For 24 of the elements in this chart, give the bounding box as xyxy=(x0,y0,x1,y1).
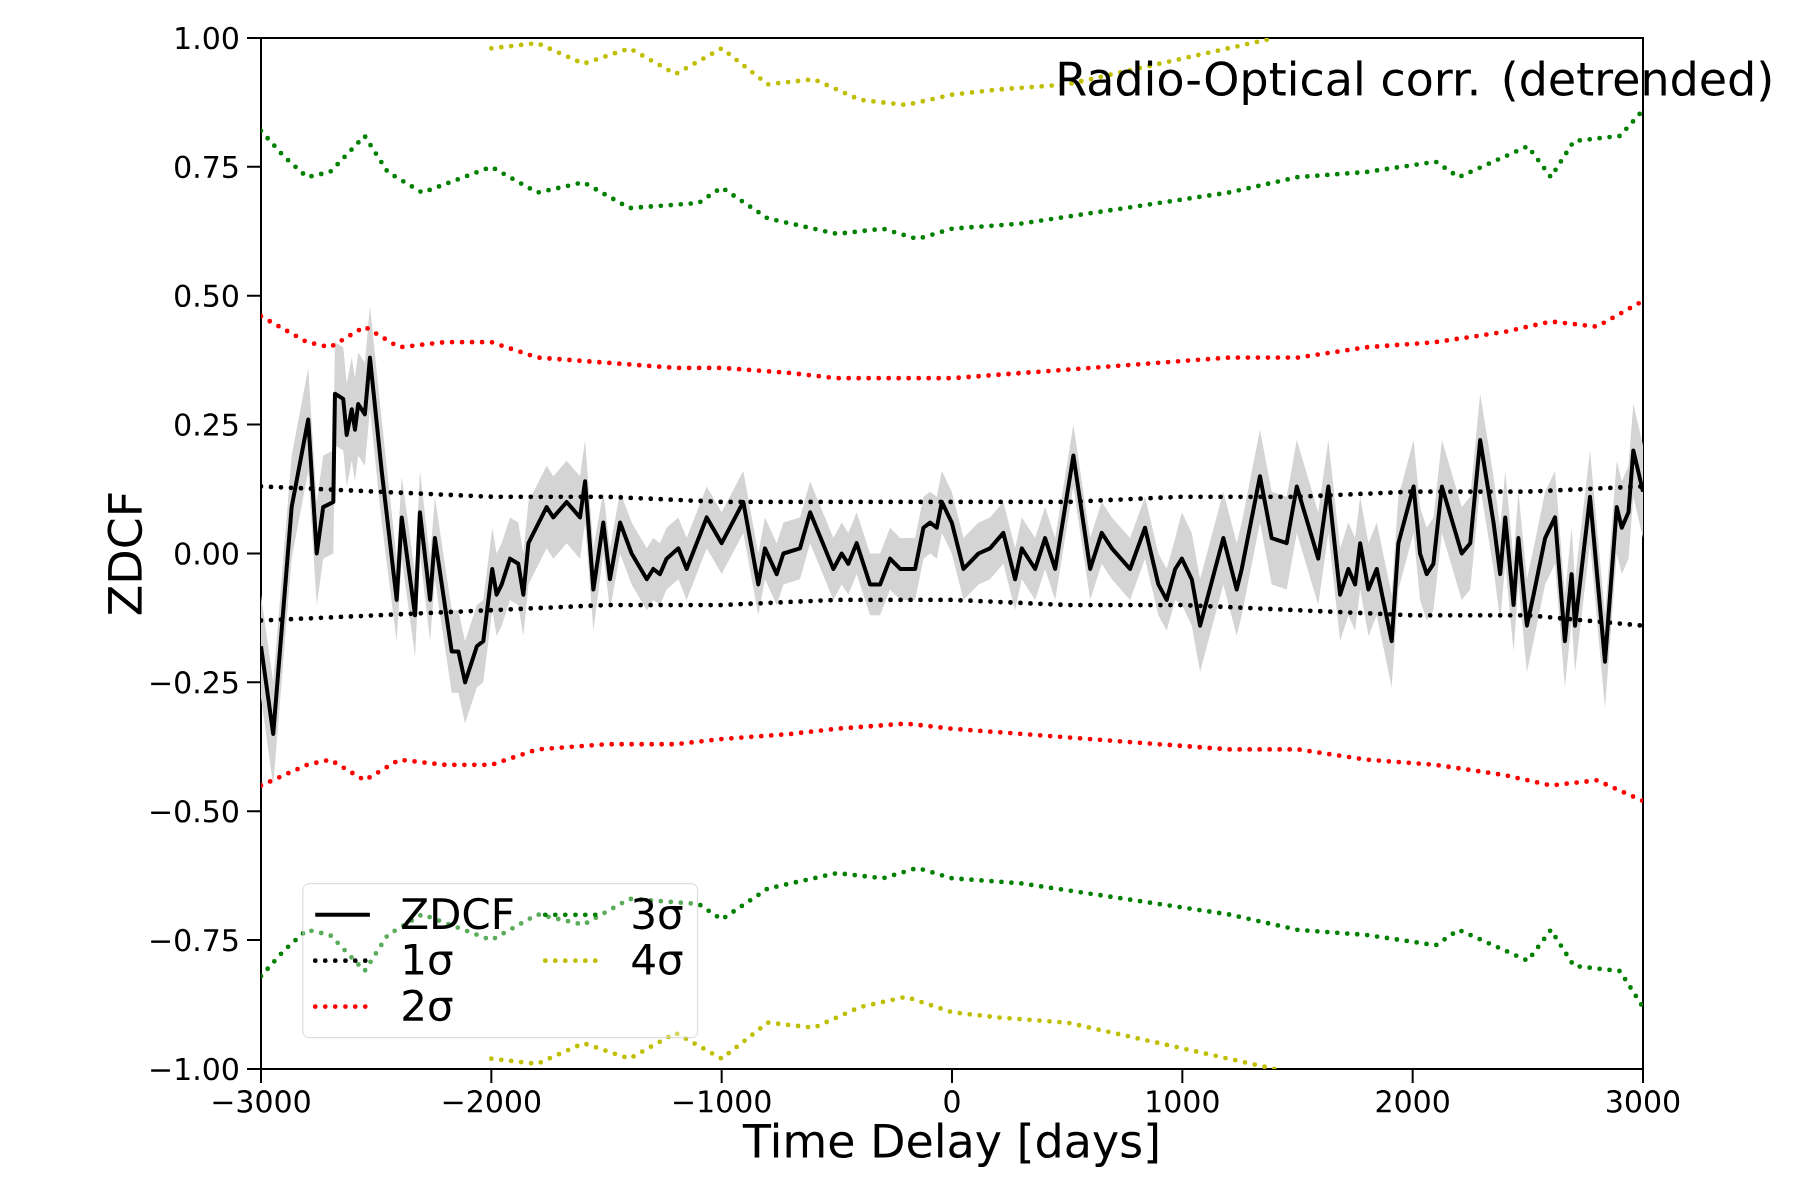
legend-label: 3σ xyxy=(633,897,683,930)
legend-label: ZDCF xyxy=(402,897,513,930)
x-tick-label: 2000 xyxy=(1376,1090,1449,1113)
y-tick-label: −0.50 xyxy=(151,799,238,823)
y-tick-label: 1.00 xyxy=(176,26,238,50)
x-tick-label: −3000 xyxy=(213,1090,310,1113)
x-tick-label: 3000 xyxy=(1607,1090,1680,1113)
y-axis-title: ZDCF xyxy=(107,493,143,615)
legend-label: 1σ xyxy=(404,943,453,976)
x-tick-label: 0 xyxy=(944,1090,960,1113)
legend-label: 4σ xyxy=(632,943,683,976)
legend-label: 2σ xyxy=(403,989,453,1022)
x-tick-label: −1000 xyxy=(674,1090,771,1113)
y-tick-label: −0.75 xyxy=(151,928,238,952)
x-tick-label: 1000 xyxy=(1147,1090,1219,1113)
y-tick-label: −1.00 xyxy=(151,1057,238,1081)
x-tick-label: −2000 xyxy=(443,1090,541,1113)
y-tick-label: 0.00 xyxy=(175,542,238,565)
x-axis-title: Time Delay [days] xyxy=(742,1122,1158,1168)
y-tick-label: −0.25 xyxy=(151,671,238,694)
line-series xyxy=(488,994,1277,1069)
y-tick-label: 0.50 xyxy=(175,284,238,308)
y-tick-label: 0.75 xyxy=(175,155,238,179)
y-tick-label: 0.25 xyxy=(175,413,238,436)
